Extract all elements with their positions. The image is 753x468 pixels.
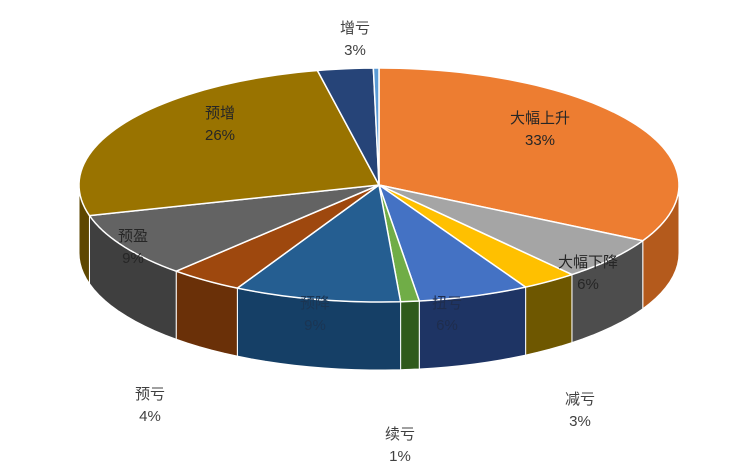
- slice-category-label: 扭亏: [432, 295, 462, 312]
- slice-data-label: 扭亏 6%: [432, 295, 462, 334]
- pie-top-layer: [78, 67, 680, 303]
- pie-slice: [236, 184, 402, 303]
- slice-category-label: 续亏: [385, 426, 415, 443]
- pie-slice: [378, 184, 573, 288]
- slice-category-label: 增亏: [340, 20, 370, 37]
- pie-slice: [378, 67, 680, 242]
- pie-slice-side: [400, 300, 420, 371]
- slice-data-label: 预盈 9%: [118, 228, 148, 267]
- pie-slice: [378, 184, 644, 276]
- pie-depth-layer: [78, 184, 680, 371]
- slice-data-label: 大幅上升 33%: [510, 110, 570, 149]
- slice-category-label: 预降: [300, 295, 330, 312]
- slice-data-label: 大幅下降 6%: [558, 254, 618, 293]
- slice-percent-label: 1%: [389, 448, 411, 465]
- slice-category-label: 预盈: [118, 228, 148, 245]
- slice-data-label: 续亏 1%: [385, 426, 415, 465]
- slice-percent-label: 4%: [139, 408, 161, 425]
- pie-slice: [78, 69, 380, 217]
- slice-category-label: 减亏: [565, 391, 595, 408]
- pie-slice: [372, 67, 380, 186]
- slice-data-label: 增亏 3%: [340, 20, 370, 59]
- pie-slice: [316, 67, 380, 186]
- slice-percent-label: 6%: [436, 317, 458, 334]
- slice-percent-label: 6%: [577, 276, 599, 293]
- pie-slice: [378, 184, 527, 302]
- slice-category-label: 预亏: [135, 386, 165, 403]
- pie-label-layer: 大幅上升 33% 大幅下降 6% 减亏 3% 扭亏 6% 续亏 1% 预降 9% 预亏 4% 预盈 9% 预增 2…: [118, 20, 618, 465]
- slice-data-label: 减亏 3%: [565, 391, 595, 430]
- slice-percent-label: 3%: [569, 413, 591, 430]
- slice-percent-label: 9%: [304, 317, 326, 334]
- slice-percent-label: 9%: [122, 250, 144, 267]
- slice-data-label: 预降 9%: [300, 295, 330, 334]
- slice-data-label: 预亏 4%: [135, 386, 165, 425]
- pie-slice-side: [525, 273, 573, 356]
- slice-percent-label: 26%: [205, 127, 235, 144]
- slice-category-label: 预增: [205, 105, 235, 122]
- slice-category-label: 大幅下降: [558, 254, 618, 271]
- pie-slice: [175, 184, 380, 289]
- slice-data-label: 预增 26%: [205, 105, 235, 144]
- pie-slice: [88, 184, 380, 272]
- slice-percent-label: 3%: [344, 42, 366, 59]
- slice-percent-label: 33%: [525, 132, 555, 149]
- slice-category-label: 大幅上升: [510, 110, 570, 127]
